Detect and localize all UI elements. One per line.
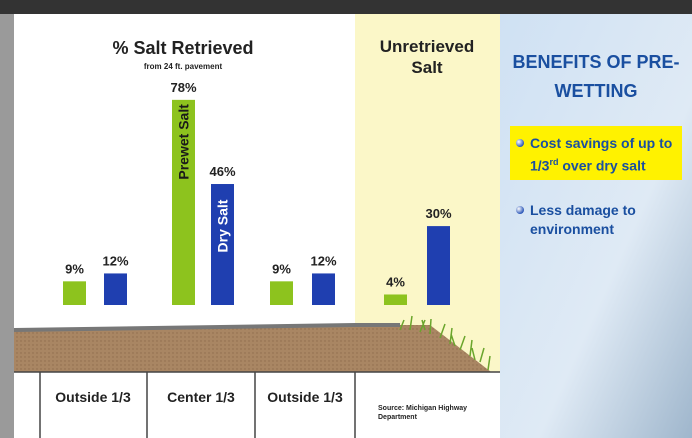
value-label: 9% bbox=[65, 261, 84, 276]
annotation: Unretrieved Salt bbox=[379, 37, 475, 77]
bullet-sup: rd bbox=[549, 157, 559, 167]
pavement bbox=[13, 323, 400, 332]
value-label: 46% bbox=[209, 164, 235, 179]
source: Source: Michigan Highway Department bbox=[378, 405, 468, 421]
x-tick-label: Outside 1/3 bbox=[55, 389, 131, 405]
bar bbox=[211, 184, 234, 305]
bullet-text: Cost savings of up to 1/3 bbox=[530, 135, 673, 174]
ground bbox=[14, 325, 495, 375]
x-tick-label: Center 1/3 bbox=[167, 389, 235, 405]
bar bbox=[312, 273, 335, 305]
x-tick-label: Outside 1/3 bbox=[267, 389, 343, 405]
value-label: 9% bbox=[272, 261, 291, 276]
chart-title: % Salt Retrieved bbox=[112, 38, 253, 58]
label-strip bbox=[14, 372, 500, 438]
dividers bbox=[14, 371, 500, 438]
series-name: Prewet Salt bbox=[176, 104, 192, 180]
value-label: 78% bbox=[170, 80, 196, 95]
bullet: Less damage to environment bbox=[516, 201, 692, 239]
value-label: 30% bbox=[425, 206, 451, 221]
bar bbox=[270, 281, 293, 305]
bar bbox=[104, 273, 127, 305]
value-label: 12% bbox=[310, 253, 336, 268]
bullet-text: Less damage to environment bbox=[530, 202, 636, 237]
bullet-tail: over dry salt bbox=[558, 157, 646, 174]
series-name: Dry Salt bbox=[215, 199, 231, 252]
bar bbox=[427, 226, 450, 305]
value-label: 4% bbox=[386, 274, 405, 289]
bar bbox=[384, 294, 407, 305]
bullet: Cost savings of up to 1/3rd over dry sal… bbox=[516, 134, 692, 176]
highlight bbox=[510, 126, 682, 180]
chart-subtitle: from 24 ft. pavement bbox=[144, 62, 223, 71]
left-strip bbox=[0, 14, 14, 438]
panel-bg bbox=[500, 14, 692, 438]
value-label: 12% bbox=[102, 253, 128, 268]
grass bbox=[399, 315, 491, 371]
top-strip bbox=[0, 0, 692, 14]
panel-title: BENEFITS OF PRE-WETTING bbox=[512, 52, 680, 101]
bar bbox=[63, 281, 86, 305]
bar bbox=[172, 99, 195, 305]
